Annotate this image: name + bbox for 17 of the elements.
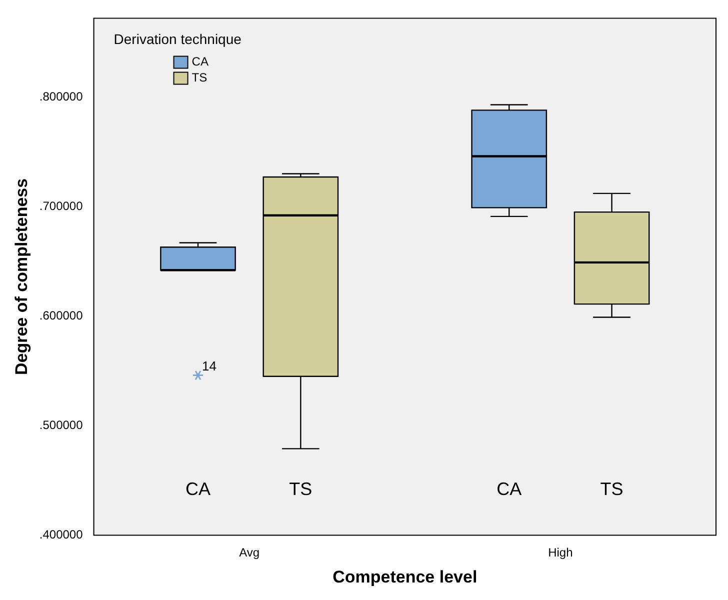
legend-label: CA (192, 54, 208, 69)
y-tick-label: .800000 (39, 89, 84, 104)
y-axis-title: Degree of completeness (12, 178, 31, 375)
y-tick-label: .600000 (39, 308, 84, 322)
legend-label: TS (192, 70, 208, 85)
legend-title: Derivation technique (114, 31, 242, 48)
x-axis-title: Competence level (332, 567, 478, 586)
text: CA (496, 479, 522, 500)
y-tick-label: .700000 (39, 198, 84, 213)
x-tick-label: Avg (239, 546, 260, 560)
annotation: 14 (202, 358, 216, 374)
x-tick-label: High (548, 546, 573, 560)
y-tick-label: .500000 (39, 418, 84, 432)
text: CA (185, 479, 211, 500)
text: TS (289, 479, 312, 500)
y-tick-label: .400000 (39, 528, 84, 542)
text: TS (600, 479, 624, 500)
